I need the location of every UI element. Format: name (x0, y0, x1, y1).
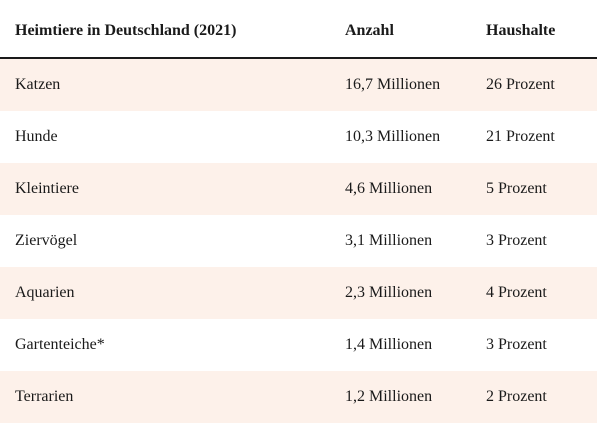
row-households: 2 Prozent (486, 388, 547, 405)
row-count: 3,1 Millionen (345, 232, 433, 249)
row-households: 4 Prozent (486, 284, 547, 301)
table-row: Katzen 16,7 Millionen 26 Prozent (0, 59, 597, 111)
row-count: 1,2 Millionen (345, 388, 433, 405)
table-row: Gartenteiche* 1,4 Millionen 3 Prozent (0, 319, 597, 371)
row-households: 3 Prozent (486, 232, 547, 249)
row-count: 4,6 Millionen (345, 180, 433, 197)
row-name: Ziervögel (15, 232, 78, 249)
row-count: 16,7 Millionen (345, 76, 441, 93)
row-name: Katzen (15, 76, 61, 93)
row-name: Gartenteiche* (15, 336, 105, 353)
row-count: 1,4 Millionen (345, 336, 433, 353)
row-name: Hunde (15, 128, 58, 145)
table-row: Hunde 10,3 Millionen 21 Prozent (0, 111, 597, 163)
row-count: 2,3 Millionen (345, 284, 433, 301)
table-row: Ziervögel 3,1 Millionen 3 Prozent (0, 215, 597, 267)
row-households: 5 Prozent (486, 180, 547, 197)
table-row: Terrarien 1,2 Millionen 2 Prozent (0, 371, 597, 423)
row-count: 10,3 Millionen (345, 128, 441, 145)
row-name: Kleintiere (15, 180, 79, 197)
row-households: 26 Prozent (486, 76, 555, 93)
row-name: Aquarien (15, 284, 75, 301)
row-name: Terrarien (15, 388, 74, 405)
header-households: Haushalte (486, 21, 556, 39)
table-row: Aquarien 2,3 Millionen 4 Prozent (0, 267, 597, 319)
table-row: Kleintiere 4,6 Millionen 5 Prozent (0, 163, 597, 215)
table-header: Heimtiere in Deutschland (2021) Anzahl H… (0, 0, 597, 59)
header-count: Anzahl (345, 21, 394, 39)
row-households: 21 Prozent (486, 128, 555, 145)
row-households: 3 Prozent (486, 336, 547, 353)
header-name: Heimtiere in Deutschland (2021) (15, 21, 237, 39)
